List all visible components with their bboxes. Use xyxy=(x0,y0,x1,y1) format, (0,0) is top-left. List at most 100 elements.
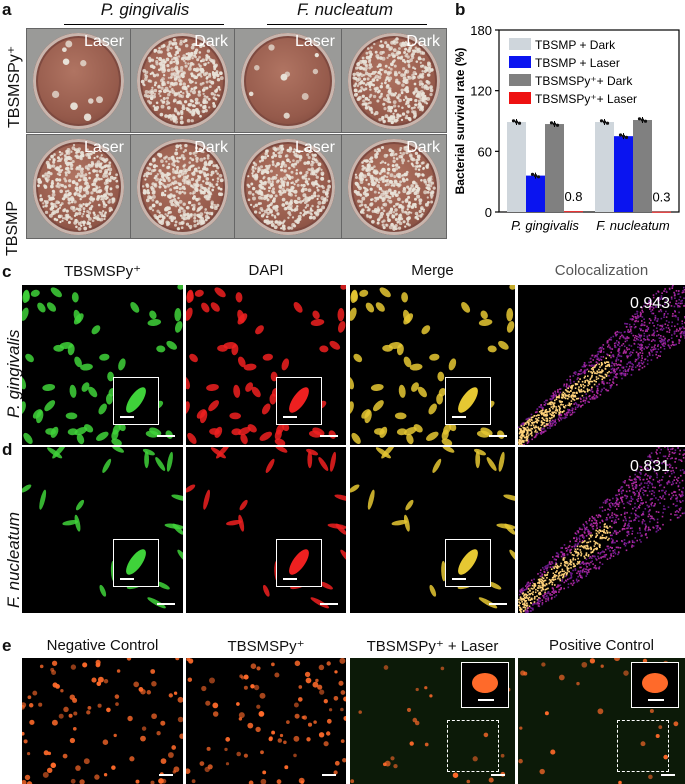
scatter-point xyxy=(555,394,557,397)
colony xyxy=(297,214,302,219)
bacterium xyxy=(189,353,198,363)
bacterium xyxy=(166,340,177,350)
scatter-point xyxy=(612,516,614,519)
scatter-point xyxy=(681,322,684,325)
colony xyxy=(219,178,224,183)
scatter-point xyxy=(553,405,556,408)
scatter-point xyxy=(593,545,596,547)
scatter-point xyxy=(621,344,623,347)
scatter-point xyxy=(583,365,585,368)
scatter-point xyxy=(636,317,638,320)
colony xyxy=(50,205,55,210)
scatter-point xyxy=(683,286,685,289)
colony xyxy=(70,217,73,221)
scatter-point xyxy=(572,396,575,398)
bacterium xyxy=(71,292,79,303)
colony xyxy=(395,78,399,82)
colony xyxy=(153,50,157,53)
scatter-point xyxy=(678,290,680,292)
scatter-point xyxy=(671,285,674,288)
scatter-point xyxy=(678,342,680,344)
colony xyxy=(48,213,53,218)
scatter-point xyxy=(520,437,523,440)
scatter-point xyxy=(674,310,676,312)
dish-condition-label: Laser xyxy=(294,33,335,50)
colony xyxy=(293,189,298,194)
scatter-point xyxy=(630,368,633,370)
scatter-point xyxy=(530,429,532,432)
colony xyxy=(147,172,151,175)
scatter-point xyxy=(671,481,674,483)
colony xyxy=(291,163,295,166)
colony xyxy=(380,82,384,85)
col-head-tbsmspy: TBSMSPy⁺ xyxy=(63,263,142,280)
scatter-point xyxy=(549,566,552,568)
colony xyxy=(394,208,398,212)
colony xyxy=(293,224,297,228)
scatter-point xyxy=(637,336,640,338)
colony xyxy=(157,49,161,54)
colony xyxy=(393,70,398,75)
colony xyxy=(147,79,151,83)
scatter-point xyxy=(608,382,611,384)
data-label: 0.8 xyxy=(564,189,582,204)
scatter-point xyxy=(538,428,540,431)
scatter-point xyxy=(617,353,620,356)
colony xyxy=(212,164,216,168)
colony xyxy=(261,186,265,190)
colony xyxy=(157,84,161,88)
scatter-point xyxy=(588,370,590,373)
colony xyxy=(405,172,409,176)
scatter-point xyxy=(583,377,586,379)
dish-condition-label: Dark xyxy=(406,33,440,50)
scatter-point xyxy=(552,405,555,408)
scatter-point xyxy=(584,557,586,559)
scatter-point xyxy=(651,306,654,308)
bacterium xyxy=(235,292,243,303)
colony xyxy=(190,119,194,123)
scatter-point xyxy=(558,406,561,408)
colony xyxy=(368,160,372,164)
bacterium xyxy=(201,302,210,313)
colony xyxy=(310,170,315,174)
scatter-point xyxy=(613,372,615,374)
colony xyxy=(251,167,255,171)
colony xyxy=(48,158,52,161)
scatter-point xyxy=(652,333,655,335)
scatter-point xyxy=(598,347,601,350)
scatter-point xyxy=(648,513,650,516)
bacterium xyxy=(149,310,157,320)
scatter-point xyxy=(590,388,593,390)
colony xyxy=(397,71,401,74)
scatter-point xyxy=(570,394,573,397)
colony xyxy=(85,214,89,218)
scatter-point xyxy=(591,515,593,518)
colony xyxy=(175,185,179,190)
scatter-point xyxy=(613,375,616,378)
bacterium xyxy=(374,428,385,435)
scatter-point xyxy=(527,420,529,422)
scatter-point xyxy=(626,356,629,359)
scatter-point xyxy=(574,395,577,398)
colony xyxy=(381,68,384,72)
scatter-point xyxy=(635,514,637,517)
scatter-point xyxy=(591,396,593,399)
bacterium xyxy=(353,353,363,363)
bacterium xyxy=(22,484,32,493)
scatter-point xyxy=(590,389,592,392)
bacterium xyxy=(319,581,333,590)
bacterium xyxy=(216,447,231,459)
colony xyxy=(165,102,169,106)
scatter-point xyxy=(626,347,628,349)
scatter-point xyxy=(558,416,561,419)
scatter-point xyxy=(680,300,682,302)
colony xyxy=(353,88,358,93)
scatter-point xyxy=(622,370,625,372)
scatter-point xyxy=(562,394,565,396)
colony xyxy=(299,211,302,215)
scatter-point xyxy=(603,382,605,385)
scatter-point xyxy=(567,397,569,400)
scatter-point xyxy=(596,356,598,358)
scatter-point xyxy=(620,355,623,358)
colony xyxy=(386,56,389,60)
